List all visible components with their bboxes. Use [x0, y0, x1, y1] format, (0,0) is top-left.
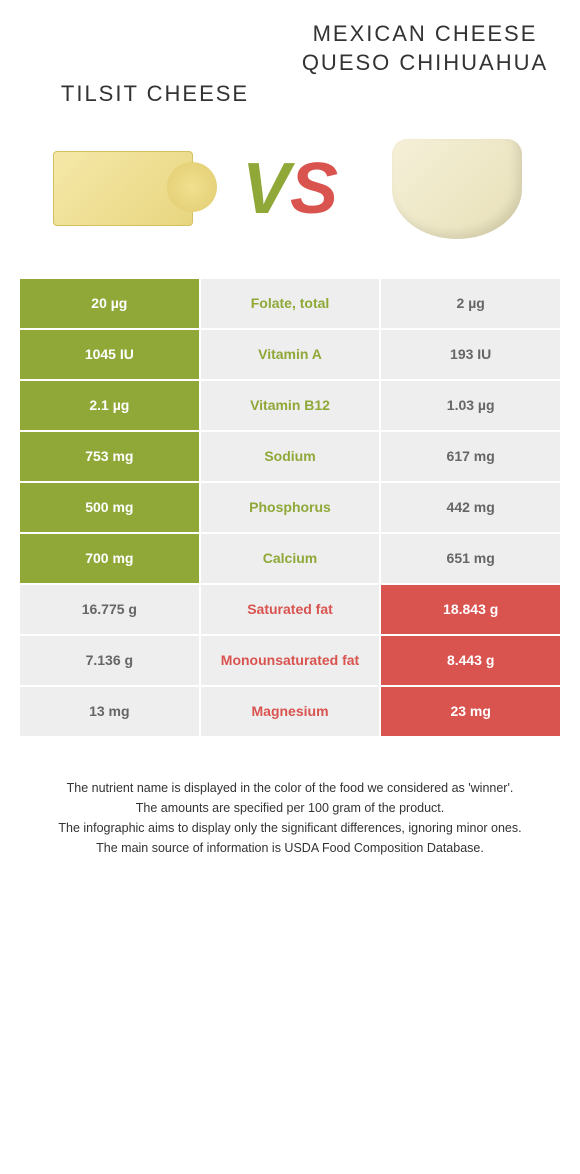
table-row: 1045 IUVitamin A193 IU — [20, 330, 560, 381]
left-value-cell: 13 mg — [20, 687, 199, 738]
vs-letter-v: V — [242, 149, 290, 229]
footer-notes: The nutrient name is displayed in the co… — [0, 738, 580, 858]
left-value-cell: 2.1 µg — [20, 381, 199, 432]
nutrient-label-cell: Magnesium — [199, 687, 382, 738]
images-row: VS — [0, 109, 580, 279]
footer-line-1: The nutrient name is displayed in the co… — [40, 778, 540, 798]
table-row: 700 mgCalcium651 mg — [20, 534, 560, 585]
footer-line-3: The infographic aims to display only the… — [40, 818, 540, 838]
nutrient-label-cell: Saturated fat — [199, 585, 382, 636]
right-value-cell: 2 µg — [381, 279, 560, 330]
left-product-header: TILSIT CHEESE — [20, 80, 290, 109]
right-product-title: MEXICAN CHEESE QUESO CHIHUAHUA — [290, 20, 560, 77]
right-value-cell: 651 mg — [381, 534, 560, 585]
header: TILSIT CHEESE MEXICAN CHEESE QUESO CHIHU… — [0, 0, 580, 109]
table-row: 2.1 µgVitamin B121.03 µg — [20, 381, 560, 432]
right-value-cell: 8.443 g — [381, 636, 560, 687]
left-value-cell: 20 µg — [20, 279, 199, 330]
left-value-cell: 7.136 g — [20, 636, 199, 687]
vs-letter-s: S — [290, 149, 338, 229]
table-row: 753 mgSodium617 mg — [20, 432, 560, 483]
nutrient-label-cell: Vitamin B12 — [199, 381, 382, 432]
nutrient-label-cell: Vitamin A — [199, 330, 382, 381]
table-row: 20 µgFolate, total2 µg — [20, 279, 560, 330]
nutrient-label-cell: Sodium — [199, 432, 382, 483]
right-value-cell: 1.03 µg — [381, 381, 560, 432]
nutrient-label-cell: Calcium — [199, 534, 382, 585]
right-product-image — [353, 139, 560, 239]
vs-separator: VS — [227, 148, 353, 230]
table-row: 7.136 gMonounsaturated fat8.443 g — [20, 636, 560, 687]
left-value-cell: 1045 IU — [20, 330, 199, 381]
right-value-cell: 442 mg — [381, 483, 560, 534]
footer-line-2: The amounts are specified per 100 gram o… — [40, 798, 540, 818]
right-value-cell: 617 mg — [381, 432, 560, 483]
left-product-title: TILSIT CHEESE — [20, 80, 290, 109]
table-row: 16.775 gSaturated fat18.843 g — [20, 585, 560, 636]
footer-line-4: The main source of information is USDA F… — [40, 838, 540, 858]
left-product-image — [20, 139, 227, 239]
table-row: 500 mgPhosphorus442 mg — [20, 483, 560, 534]
nutrition-table: 20 µgFolate, total2 µg1045 IUVitamin A19… — [20, 279, 560, 738]
queso-cheese-icon — [392, 139, 522, 239]
right-value-cell: 23 mg — [381, 687, 560, 738]
right-product-header: MEXICAN CHEESE QUESO CHIHUAHUA — [290, 20, 560, 77]
left-value-cell: 500 mg — [20, 483, 199, 534]
left-value-cell: 700 mg — [20, 534, 199, 585]
nutrient-label-cell: Monounsaturated fat — [199, 636, 382, 687]
table-row: 13 mgMagnesium23 mg — [20, 687, 560, 738]
left-value-cell: 753 mg — [20, 432, 199, 483]
tilsit-cheese-icon — [53, 151, 193, 226]
nutrient-label-cell: Folate, total — [199, 279, 382, 330]
right-value-cell: 18.843 g — [381, 585, 560, 636]
left-value-cell: 16.775 g — [20, 585, 199, 636]
right-value-cell: 193 IU — [381, 330, 560, 381]
nutrient-label-cell: Phosphorus — [199, 483, 382, 534]
